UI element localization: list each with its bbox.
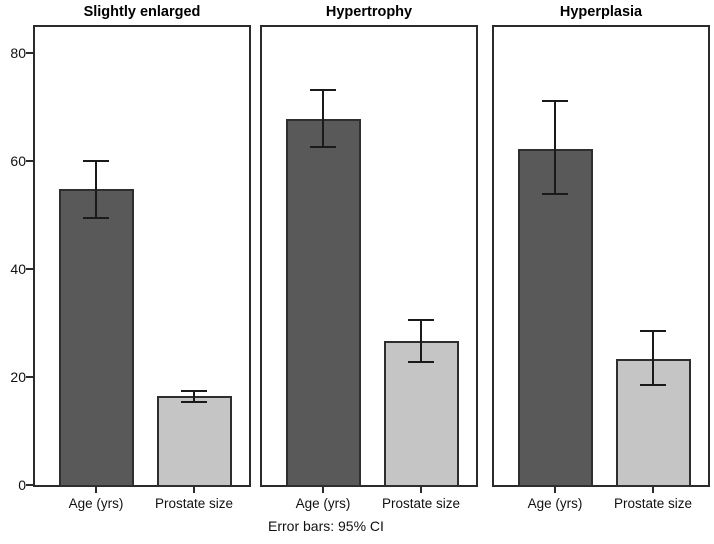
x-axis-tick: [652, 487, 654, 493]
x-axis-tick: [554, 487, 556, 493]
error-bar-line: [193, 391, 195, 402]
error-bar-line: [420, 320, 422, 363]
error-bar-cap-bottom: [640, 384, 666, 387]
error-bar-line: [95, 161, 97, 218]
x-category-label: Prostate size: [381, 496, 461, 511]
y-axis-tick-label: 40: [10, 260, 26, 277]
x-category-label: Age (yrs): [295, 496, 351, 511]
error-bar-cap-top: [310, 89, 336, 92]
error-bar-cap-top: [408, 319, 434, 322]
panel-title: Slightly enlarged: [83, 4, 201, 20]
x-category-label: Age (yrs): [527, 496, 583, 511]
y-axis-tick: [26, 375, 33, 378]
error-bar-cap-bottom: [83, 216, 109, 219]
error-bar-cap-top: [181, 390, 207, 393]
error-bar-cap-bottom: [408, 361, 434, 364]
y-axis-tick: [26, 51, 33, 54]
error-bar-line: [652, 331, 654, 386]
y-axis-tick-label: 20: [10, 368, 26, 385]
error-bar-cap-bottom: [181, 400, 207, 403]
error-bar-cap-bottom: [310, 146, 336, 149]
error-bar-cap-top: [83, 160, 109, 163]
x-category-label: Age (yrs): [68, 496, 124, 511]
y-axis-tick: [26, 484, 33, 486]
bar-prostate-size: [156, 396, 232, 487]
y-axis-tick: [26, 159, 33, 162]
panel-title: Hyperplasia: [559, 4, 643, 20]
x-axis-tick: [193, 487, 195, 493]
error-bar-line: [322, 90, 324, 148]
x-axis-tick: [95, 487, 97, 493]
bar-prostate-size: [383, 341, 459, 487]
y-axis-tick: [26, 267, 33, 270]
panel-title: Hypertrophy: [325, 4, 413, 20]
x-axis-tick: [420, 487, 422, 493]
bar-age: [285, 118, 361, 487]
x-category-label: Prostate size: [154, 496, 234, 511]
bar-age: [58, 189, 134, 487]
bar-prostate-size: [615, 358, 691, 487]
error-bar-cap-bottom: [542, 193, 568, 196]
error-bar-line: [554, 100, 556, 195]
error-bar-cap-top: [542, 99, 568, 102]
bar-age: [517, 148, 593, 487]
y-axis-tick-label: 80: [10, 44, 26, 61]
error-bars-caption: Error bars: 95% CI: [268, 518, 384, 534]
y-axis-tick-label: 0: [18, 477, 26, 493]
x-axis-tick: [322, 487, 324, 493]
x-category-label: Prostate size: [613, 496, 693, 511]
y-axis-tick-label: 60: [10, 152, 26, 169]
error-bar-cap-top: [640, 330, 666, 333]
